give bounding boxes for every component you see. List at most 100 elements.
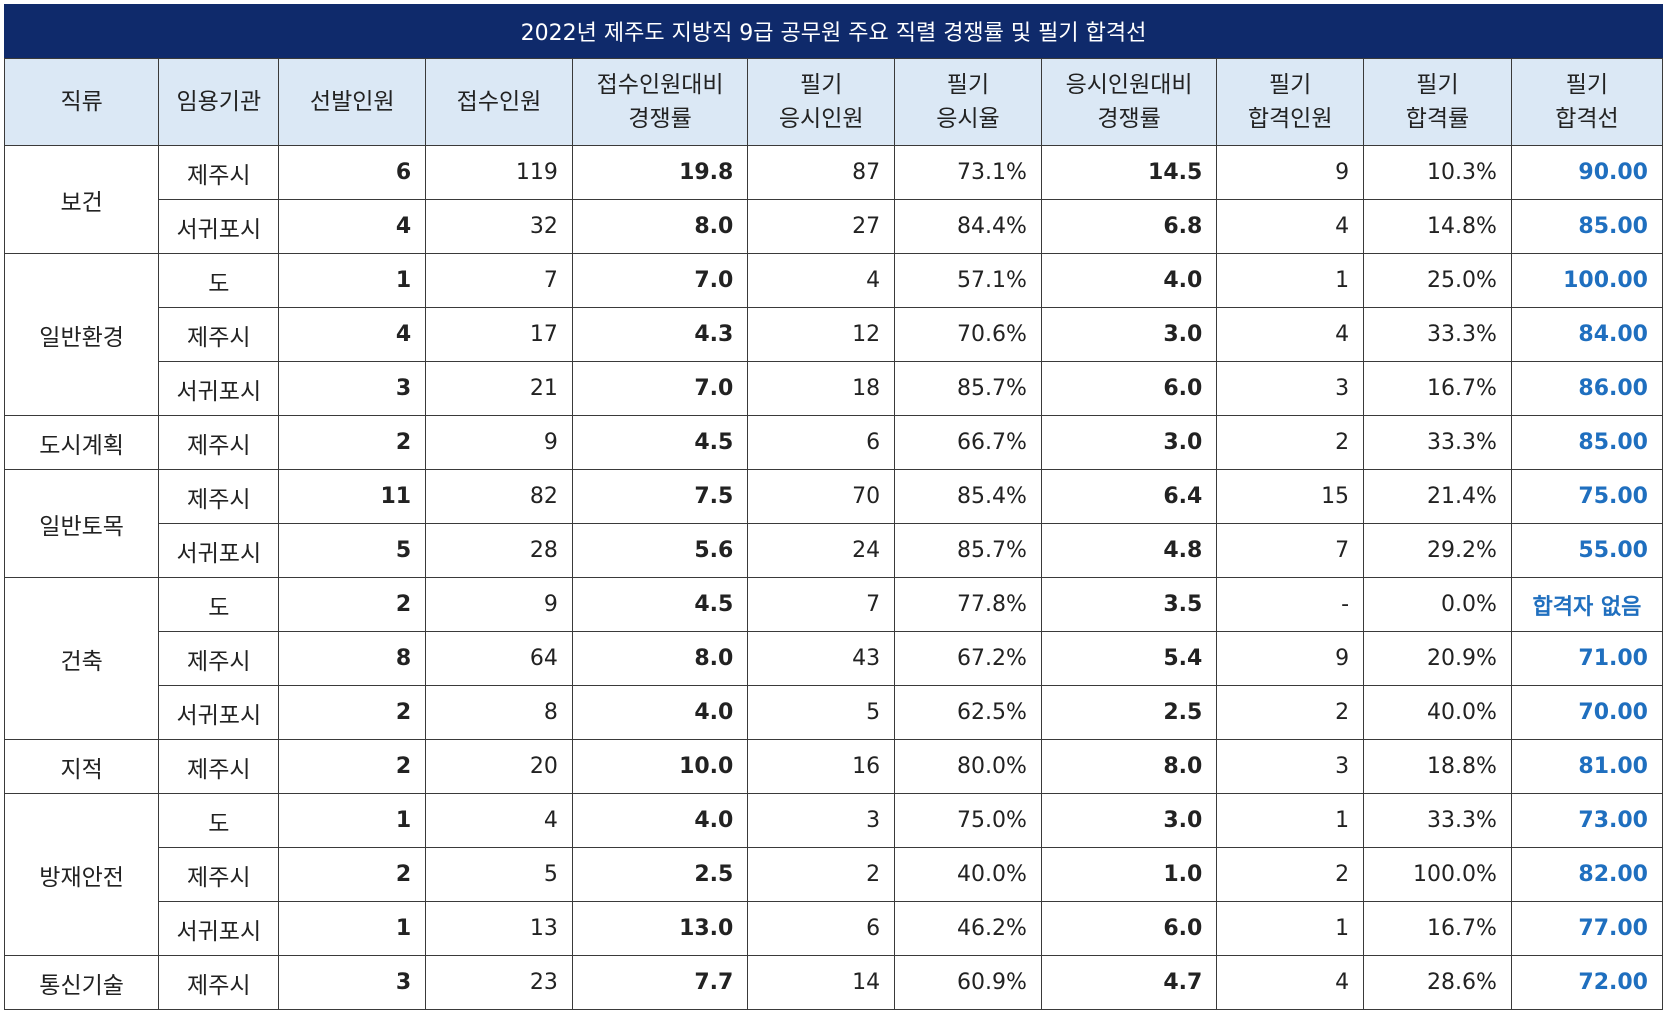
table-body: 보건 제주시 6 119 19.8 87 73.1% 14.5 9 10.3% 90.00 서귀포시 4… <box>3 145 1664 1010</box>
cutoff-score-cell: 82.00 <box>1510 847 1664 902</box>
apply-ratio-cell: 4.0 <box>571 793 749 848</box>
header-category: 직류 <box>3 58 160 146</box>
applied-count-cell: 9 <box>425 415 573 470</box>
apply-ratio-cell: 2.5 <box>571 847 749 902</box>
exam-rate-cell: 73.1% <box>894 145 1042 200</box>
table-row: 일반환경 도 1 7 7.0 4 57.1% 4.0 1 25.0% 100.00 <box>3 253 1664 416</box>
pass-rate-cell: 0.0% <box>1363 577 1512 632</box>
cutoff-score-cell: 75.00 <box>1510 469 1664 524</box>
table-row: 보건 제주시 6 119 19.8 87 73.1% 14.5 9 10.3% 90.00 <box>3 145 1664 254</box>
table-row: 지적 제주시 2 20 10.0 16 80.0% 8.0 3 18.8% 81.00 <box>3 739 1664 794</box>
selected-count-cell: 8 <box>278 631 427 686</box>
agency-cell: 서귀포시 <box>158 523 280 578</box>
selected-count-cell: 4 <box>278 199 427 254</box>
selected-count-cell: 6 <box>278 145 427 200</box>
exam-takers-cell: 7 <box>747 577 896 632</box>
passed-count-cell: 4 <box>1216 955 1365 1010</box>
table-row: 일반토목 제주시 11 82 7.5 70 85.4% 6.4 15 21.4% 75.00 <box>3 469 1664 578</box>
header-taker-ratio: 응시인원대비 경쟁률 <box>1040 58 1218 146</box>
agency-cell: 제주시 <box>158 307 280 362</box>
selected-count-cell: 2 <box>278 739 427 794</box>
pass-rate-cell: 29.2% <box>1363 523 1512 578</box>
header-line: 합격선 <box>1555 106 1619 132</box>
pass-rate-cell: 20.9% <box>1363 631 1512 686</box>
applied-count-cell: 4 <box>425 793 573 848</box>
pass-rate-cell: 16.7% <box>1363 361 1512 416</box>
exam-rate-cell: 46.2% <box>894 901 1042 956</box>
exam-rate-cell: 66.7% <box>894 415 1042 470</box>
pass-rate-cell: 40.0% <box>1363 685 1512 740</box>
agency-cell: 도 <box>158 253 280 308</box>
table-title: 2022년 제주도 지방직 9급 공무원 주요 직렬 경쟁률 및 필기 합격선 <box>4 4 1663 58</box>
passed-count-cell: 2 <box>1216 847 1365 902</box>
exam-takers-cell: 70 <box>747 469 896 524</box>
apply-ratio-cell: 4.5 <box>571 415 749 470</box>
table-row: 도시계획 제주시 2 9 4.5 6 66.7% 3.0 2 33.3% 85.00 <box>3 415 1664 470</box>
header-line: 접수인원대비 <box>596 72 724 98</box>
pass-rate-cell: 33.3% <box>1363 307 1512 362</box>
exam-rate-cell: 77.8% <box>894 577 1042 632</box>
passed-count-cell: - <box>1216 577 1365 632</box>
cutoff-score-cell: 81.00 <box>1510 739 1664 794</box>
header-agency: 임용기관 <box>158 58 280 146</box>
category-cell: 일반환경 <box>3 253 160 416</box>
header-line: 직류 <box>60 89 103 115</box>
agency-cell: 서귀포시 <box>158 901 280 956</box>
cutoff-score-cell: 합격자 없음 <box>1510 577 1664 632</box>
applied-count-cell: 32 <box>425 199 573 254</box>
table-row: 서귀포시 4 32 8.0 27 84.4% 6.8 4 14.8% 85.00 <box>5 199 1664 254</box>
header-line: 접수인원 <box>456 89 542 115</box>
pass-rate-cell: 10.3% <box>1363 145 1512 200</box>
header-line: 합격률 <box>1405 106 1470 132</box>
selected-count-cell: 2 <box>278 847 427 902</box>
pass-rate-cell: 100.0% <box>1363 847 1512 902</box>
exam-takers-cell: 24 <box>747 523 896 578</box>
passed-count-cell: 3 <box>1216 361 1365 416</box>
cutoff-score-cell: 70.00 <box>1510 685 1664 740</box>
taker-ratio-cell: 2.5 <box>1040 685 1218 740</box>
apply-ratio-cell: 10.0 <box>571 739 749 794</box>
cutoff-score-cell: 85.00 <box>1510 199 1664 254</box>
exam-takers-cell: 2 <box>747 847 896 902</box>
pass-rate-cell: 33.3% <box>1363 415 1512 470</box>
exam-takers-cell: 12 <box>747 307 896 362</box>
exam-rate-cell: 85.7% <box>894 361 1042 416</box>
passed-count-cell: 1 <box>1216 253 1365 308</box>
exam-rate-cell: 80.0% <box>894 739 1042 794</box>
apply-ratio-cell: 4.3 <box>571 307 749 362</box>
pass-rate-cell: 14.8% <box>1363 199 1512 254</box>
passed-count-cell: 2 <box>1216 685 1365 740</box>
passed-count-cell: 2 <box>1216 415 1365 470</box>
applied-count-cell: 17 <box>425 307 573 362</box>
header-line: 경쟁률 <box>1097 106 1161 132</box>
applied-count-cell: 119 <box>425 145 573 200</box>
header-line: 응시율 <box>936 106 1000 132</box>
agency-cell: 제주시 <box>158 631 280 686</box>
agency-cell: 도 <box>158 577 280 632</box>
selected-count-cell: 1 <box>278 793 427 848</box>
applied-count-cell: 8 <box>425 685 573 740</box>
apply-ratio-cell: 5.6 <box>571 523 749 578</box>
category-cell: 도시계획 <box>3 415 160 470</box>
cutoff-score-cell: 85.00 <box>1510 415 1664 470</box>
exam-takers-cell: 18 <box>747 361 896 416</box>
taker-ratio-cell: 8.0 <box>1040 739 1218 794</box>
taker-ratio-cell: 6.8 <box>1040 199 1218 254</box>
exam-rate-cell: 67.2% <box>894 631 1042 686</box>
apply-ratio-cell: 4.5 <box>571 577 749 632</box>
cutoff-score-cell: 73.00 <box>1510 793 1664 848</box>
table-row: 방재안전 도 1 4 4.0 3 75.0% 3.0 1 33.3% 73.00 <box>3 793 1664 956</box>
header-exam-takers: 필기 응시인원 <box>747 58 896 146</box>
agency-cell: 도 <box>158 793 280 848</box>
exam-rate-cell: 70.6% <box>894 307 1042 362</box>
pass-rate-cell: 28.6% <box>1363 955 1512 1010</box>
taker-ratio-cell: 5.4 <box>1040 631 1218 686</box>
taker-ratio-cell: 4.8 <box>1040 523 1218 578</box>
header-exam-rate: 필기 응시율 <box>894 58 1042 146</box>
apply-ratio-cell: 13.0 <box>571 901 749 956</box>
apply-ratio-cell: 19.8 <box>571 145 749 200</box>
taker-ratio-cell: 14.5 <box>1040 145 1218 200</box>
taker-ratio-cell: 4.7 <box>1040 955 1218 1010</box>
taker-ratio-cell: 6.0 <box>1040 361 1218 416</box>
taker-ratio-cell: 3.0 <box>1040 415 1218 470</box>
